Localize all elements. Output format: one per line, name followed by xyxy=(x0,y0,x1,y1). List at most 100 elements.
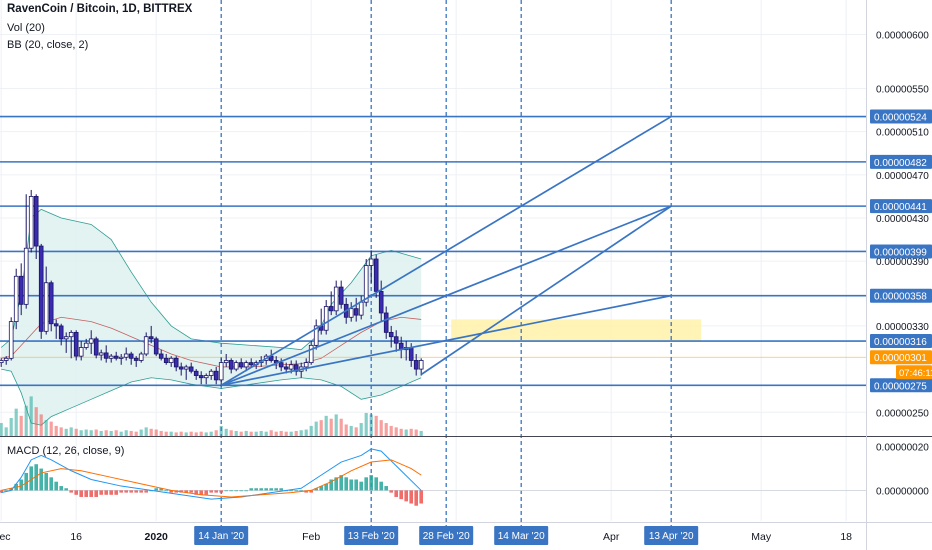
countdown-label: 07:46:11 xyxy=(899,368,932,379)
candle-down xyxy=(278,362,284,368)
volume-bar xyxy=(114,430,118,436)
price-tick-label: 0.00000390 xyxy=(876,257,929,268)
macd-histogram-bar xyxy=(279,488,283,491)
volume-bar xyxy=(379,420,383,436)
date-marker-tag[interactable] xyxy=(419,526,474,545)
volume-bar xyxy=(39,414,43,436)
volume-bar xyxy=(44,420,48,436)
volume-bar xyxy=(259,430,263,436)
macd-histogram-bar xyxy=(349,479,353,491)
candle-up xyxy=(118,356,124,359)
fan-trendline[interactable] xyxy=(221,294,672,387)
vertical-markers[interactable] xyxy=(220,0,672,530)
fan-trendlines[interactable] xyxy=(220,115,672,387)
price-level-tag[interactable] xyxy=(870,244,932,259)
macd-histogram-bar xyxy=(254,488,258,491)
candle-up xyxy=(13,275,19,323)
price-axis[interactable]: 0.00000600 0.00000550 0.00000510 0.00000470… xyxy=(870,31,932,498)
volume-bar xyxy=(194,432,198,436)
macd-histogram-bar xyxy=(209,490,213,493)
macd-indicator-label[interactable]: MACD (12, 26, close, 9) xyxy=(7,445,125,457)
volume-bar xyxy=(89,430,93,436)
macd-histogram-bar xyxy=(189,490,193,493)
bollinger-bands xyxy=(0,208,422,426)
macd-histogram-bar xyxy=(4,490,8,492)
volume-bar xyxy=(174,432,178,436)
macd-histogram-bar xyxy=(219,490,223,493)
fan-trendline[interactable] xyxy=(220,115,672,387)
candle-up xyxy=(8,321,14,359)
macd-histogram-bar xyxy=(244,490,248,492)
date-marker-tag[interactable] xyxy=(644,526,699,545)
current-price-tag[interactable] xyxy=(870,350,932,365)
macd-histogram-bar xyxy=(229,490,233,492)
macd-histogram-bar xyxy=(314,488,318,491)
macd-histogram-bar xyxy=(224,490,228,492)
price-level-tag[interactable] xyxy=(870,378,932,393)
macd-histogram-bar xyxy=(234,490,238,492)
candle-down xyxy=(373,258,379,292)
price-level-tag-label: 0.00000316 xyxy=(874,337,927,348)
candle-down xyxy=(58,325,64,340)
volume-bar xyxy=(74,428,78,436)
candle-up xyxy=(168,357,174,364)
volume-bar xyxy=(304,429,308,436)
candle-down xyxy=(198,375,204,379)
volume-bar xyxy=(124,430,128,436)
macd-histogram-bar xyxy=(324,483,328,491)
candle-up xyxy=(333,286,339,312)
candle-down xyxy=(178,366,184,370)
volume-bar xyxy=(4,427,8,436)
price-level-tag[interactable] xyxy=(870,199,932,214)
macd-histogram-bar xyxy=(339,475,343,491)
price-level-tag[interactable] xyxy=(870,288,932,303)
price-level-tag[interactable] xyxy=(870,334,932,349)
fan-trendline[interactable] xyxy=(420,205,672,376)
volume-bar xyxy=(389,425,393,436)
volume-bar xyxy=(364,412,368,436)
date-marker-tag[interactable] xyxy=(194,526,249,545)
candle-up xyxy=(63,336,69,340)
horizontal-levels[interactable] xyxy=(0,115,866,387)
price-level-tag-label: 0.00000524 xyxy=(874,113,927,124)
candle-up xyxy=(23,247,29,305)
volume-indicator-label[interactable]: Vol (20) xyxy=(7,22,45,34)
macd-histogram-bar xyxy=(269,488,273,491)
price-level-tag[interactable] xyxy=(870,109,932,124)
candle-down xyxy=(18,275,24,305)
current-price-label: 0.00000301 xyxy=(874,353,927,364)
date-marker-tag[interactable] xyxy=(494,526,549,545)
macd-histogram-bar xyxy=(89,490,93,497)
volume-bar xyxy=(54,425,58,436)
macd-histogram-bar xyxy=(414,490,418,506)
volume-bar xyxy=(249,431,253,436)
candle-down xyxy=(193,370,199,376)
candle-down xyxy=(353,308,359,316)
highlight-zone[interactable] xyxy=(451,319,702,342)
date-marker-label: 14 Jan '20 xyxy=(198,531,244,542)
macd-histogram-bar xyxy=(259,488,263,491)
macd-histogram-bar xyxy=(104,490,108,495)
price-level-tag[interactable] xyxy=(870,154,932,169)
candle-down xyxy=(173,357,179,368)
highlight-zone-layer xyxy=(451,319,702,342)
macd-histogram-bar xyxy=(239,490,243,492)
macd-histogram-bar xyxy=(9,488,13,491)
volume-bar xyxy=(224,428,228,436)
fan-trendline[interactable] xyxy=(220,205,672,387)
volume-bar xyxy=(314,421,318,436)
macd-histogram-bar xyxy=(329,479,333,491)
macd-histogram-bar xyxy=(374,477,378,491)
macd-histogram-bar xyxy=(139,490,143,493)
volume-bar xyxy=(294,430,298,436)
volume-bar xyxy=(269,430,273,436)
date-marker-tag[interactable] xyxy=(344,526,399,545)
volume-bar xyxy=(159,430,163,436)
volume-bar xyxy=(94,429,98,436)
macd-tick-label: 0.00000000 xyxy=(876,486,929,497)
bollinger-indicator-label[interactable]: BB (20, close, 2) xyxy=(7,39,89,51)
symbol-title[interactable]: RavenCoin / Bitcoin, 1D, BITTREX xyxy=(7,3,193,15)
